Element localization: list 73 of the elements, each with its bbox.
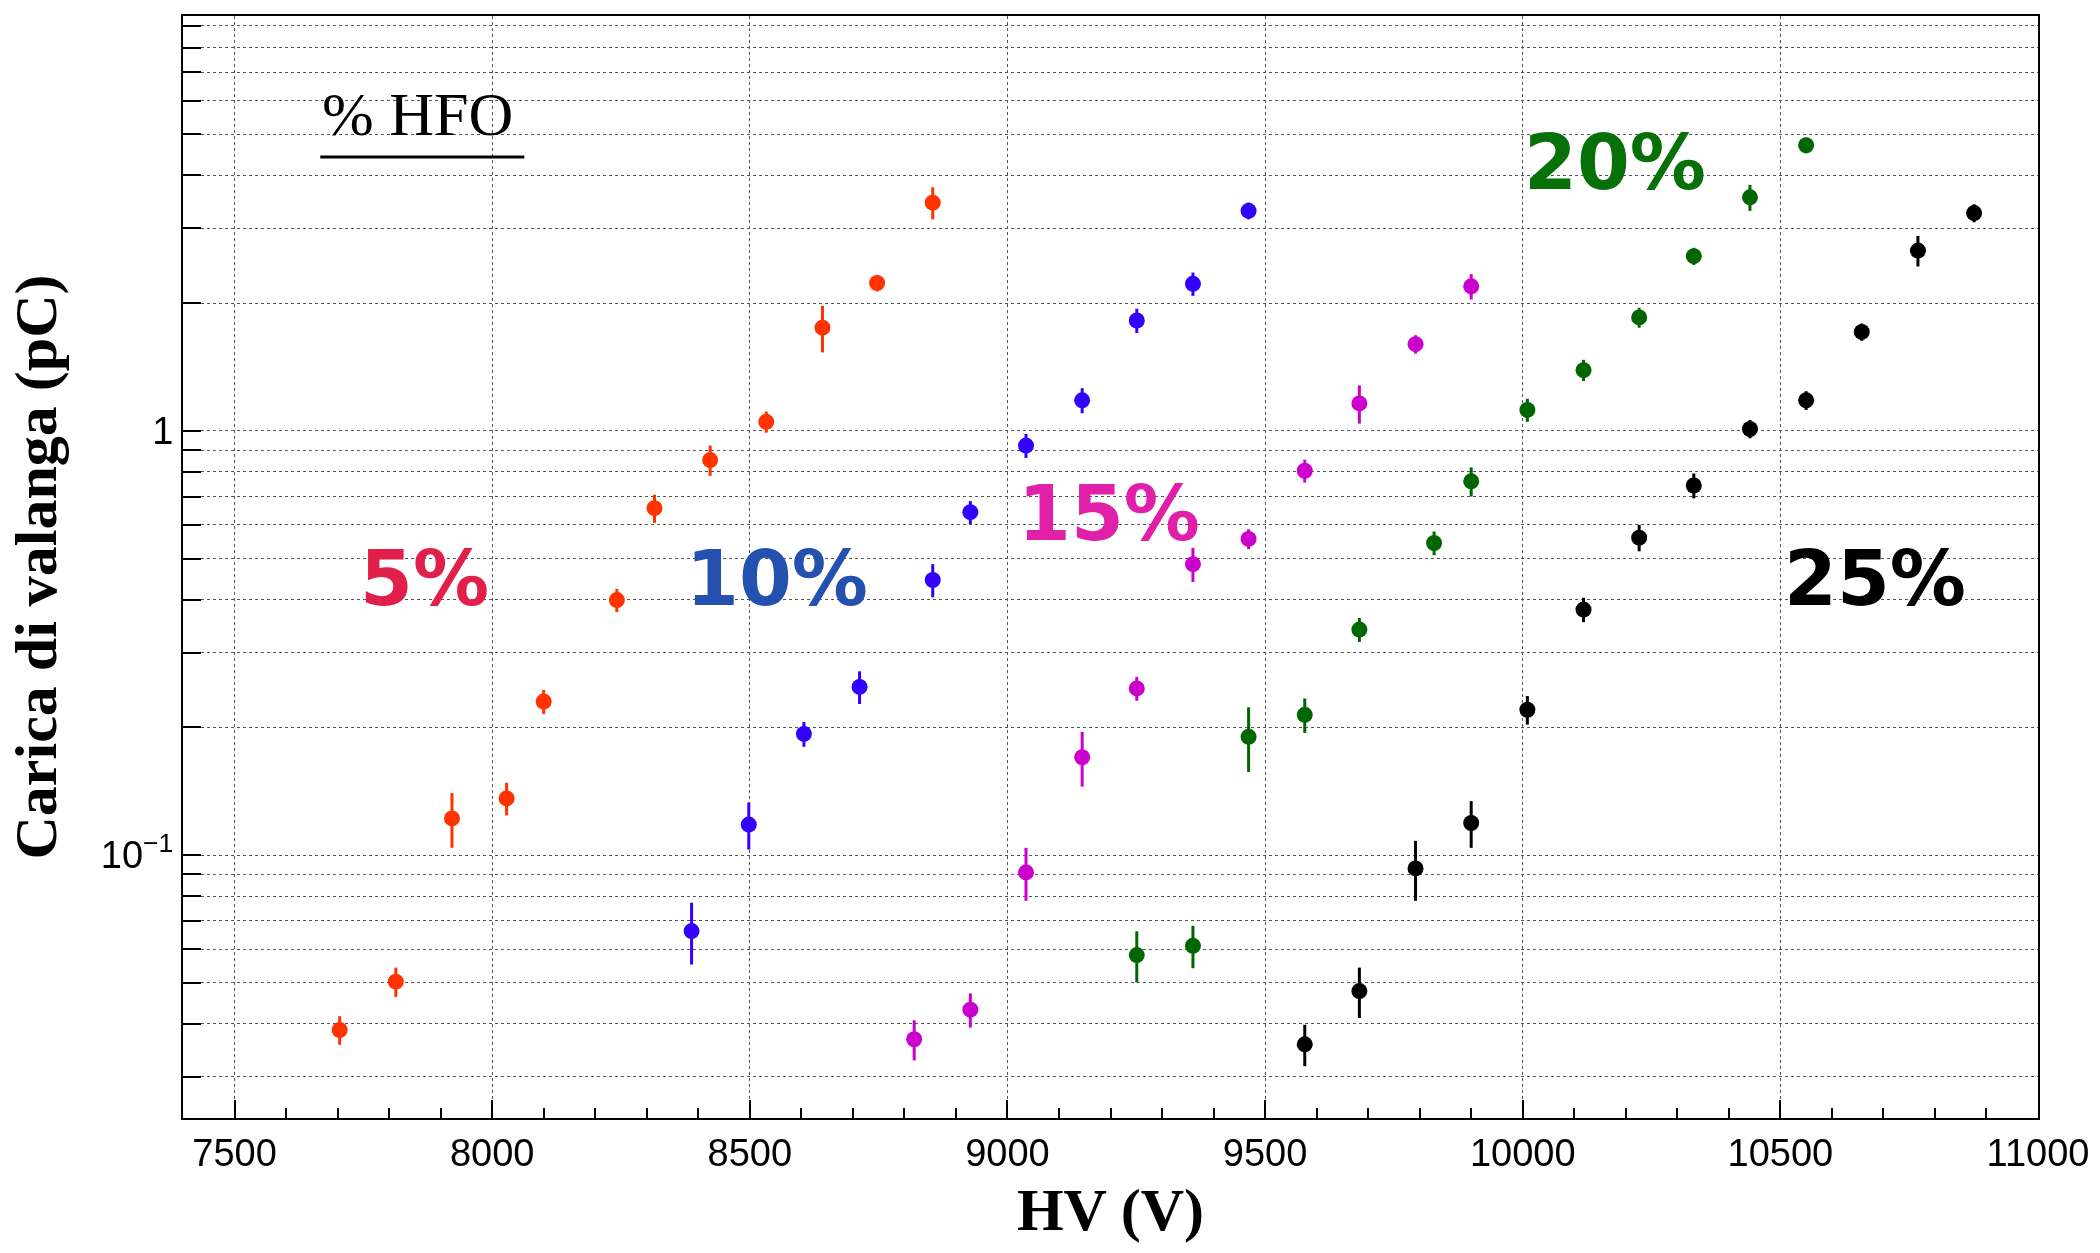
y-tick-label: 10$^{−1}$	[100, 828, 174, 877]
point	[962, 1001, 979, 1018]
x-tick-label: 10000	[1469, 1131, 1576, 1174]
point	[1741, 189, 1758, 206]
point	[1018, 864, 1034, 881]
point	[1351, 621, 1368, 638]
point	[1296, 706, 1313, 723]
point	[1426, 534, 1443, 551]
point	[1128, 680, 1145, 697]
x-tick-label: 7500	[192, 1131, 277, 1174]
point	[1184, 556, 1201, 573]
point	[1074, 749, 1091, 766]
point	[1351, 983, 1368, 1000]
point	[1463, 815, 1480, 831]
point	[962, 504, 979, 521]
point	[1296, 462, 1313, 479]
point	[1128, 947, 1145, 964]
x-tick-label: 10500	[1727, 1131, 1834, 1174]
x-tick-label: 8500	[707, 1131, 793, 1174]
x-tick-label: 8000	[449, 1131, 535, 1174]
point	[1966, 205, 1983, 222]
point	[740, 816, 757, 833]
point	[1741, 420, 1758, 437]
y-tick-label: 1	[152, 410, 174, 453]
x-tick-label: 9500	[1222, 1131, 1308, 1174]
point	[1519, 701, 1536, 718]
x-axis-title: HV (V)	[1016, 1176, 1205, 1243]
point	[387, 973, 404, 990]
point	[1128, 312, 1145, 329]
point	[646, 500, 663, 517]
point	[1240, 728, 1257, 745]
point	[1909, 242, 1926, 259]
annotation: 10%	[686, 534, 868, 623]
point	[758, 413, 775, 430]
point	[814, 319, 831, 336]
point	[608, 592, 625, 609]
point	[498, 790, 515, 807]
point	[683, 923, 700, 940]
annotation: 15%	[1018, 469, 1200, 558]
point	[1463, 473, 1480, 490]
point	[1575, 362, 1592, 379]
point	[1631, 309, 1648, 326]
point	[702, 452, 719, 469]
point	[331, 1021, 348, 1038]
point	[924, 571, 941, 588]
point	[795, 725, 812, 742]
annotation: 20%	[1524, 118, 1706, 207]
point	[906, 1031, 923, 1048]
annotation: % HFO	[322, 80, 514, 148]
point	[1575, 601, 1592, 618]
point	[1296, 1036, 1313, 1053]
point	[1685, 477, 1702, 494]
point	[1240, 530, 1257, 547]
point	[1798, 392, 1815, 409]
annotation: 25%	[1784, 534, 1966, 623]
annotation: 5%	[360, 534, 490, 623]
point	[443, 810, 460, 827]
point	[1519, 401, 1536, 418]
point	[924, 194, 941, 211]
point	[535, 693, 552, 710]
x-tick-label: 9000	[965, 1131, 1050, 1174]
point	[1407, 336, 1424, 353]
point	[851, 678, 868, 695]
point	[1351, 395, 1368, 412]
point	[1631, 529, 1648, 546]
point	[1463, 278, 1480, 295]
point	[1184, 275, 1201, 292]
point	[1018, 437, 1034, 454]
point	[1074, 392, 1091, 409]
point	[1184, 937, 1201, 954]
point	[1407, 860, 1424, 877]
x-tick-label: 11000	[1986, 1131, 2090, 1174]
y-axis-title: Carica di valanga (pC)	[2, 274, 69, 860]
